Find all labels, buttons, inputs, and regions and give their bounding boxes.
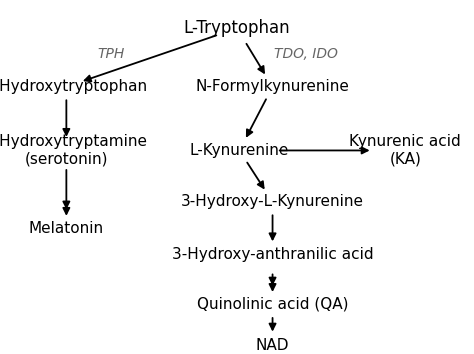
Text: Kynurenic acid
(KA): Kynurenic acid (KA): [349, 134, 461, 167]
Text: L-Tryptophan: L-Tryptophan: [184, 19, 290, 37]
Text: 5-Hydroxytryptamine
(serotonin): 5-Hydroxytryptamine (serotonin): [0, 134, 148, 167]
Text: 3-Hydroxy-anthranilic acid: 3-Hydroxy-anthranilic acid: [172, 247, 374, 262]
Text: TPH: TPH: [98, 47, 125, 61]
Text: 5-Hydroxytryptophan: 5-Hydroxytryptophan: [0, 79, 148, 94]
Text: Quinolinic acid (QA): Quinolinic acid (QA): [197, 297, 348, 312]
Text: TDO, IDO: TDO, IDO: [274, 47, 337, 61]
Text: Melatonin: Melatonin: [29, 221, 104, 236]
Text: L-Kynurenine: L-Kynurenine: [190, 143, 289, 158]
Text: 3-Hydroxy-L-Kynurenine: 3-Hydroxy-L-Kynurenine: [181, 194, 364, 209]
Text: N-Formylkynurenine: N-Formylkynurenine: [196, 79, 349, 94]
Text: NAD: NAD: [256, 338, 289, 353]
